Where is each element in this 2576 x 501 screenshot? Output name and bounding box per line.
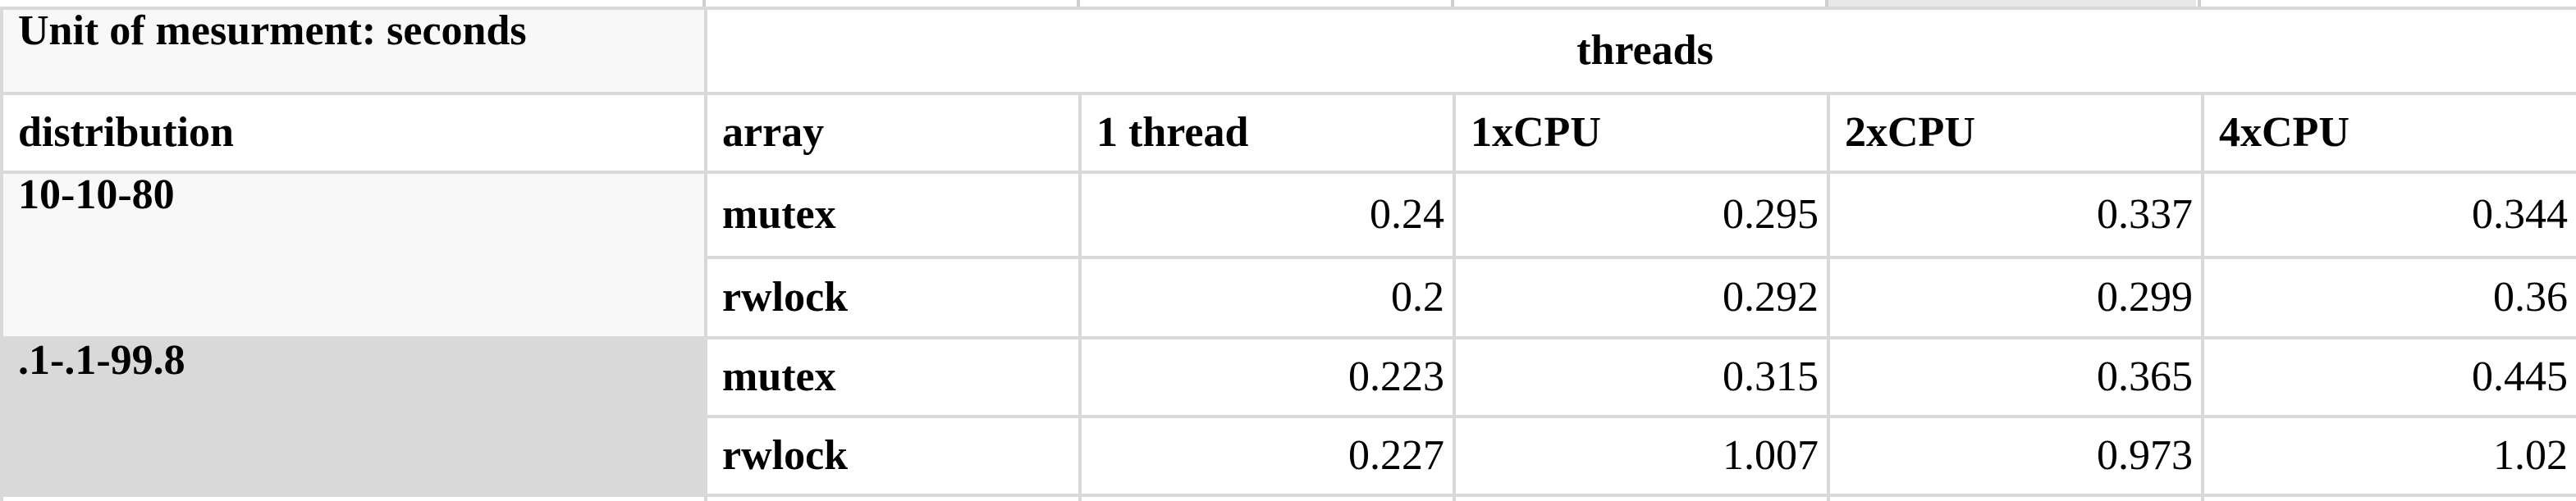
grid-line <box>702 0 706 10</box>
empty-cell[interactable] <box>1078 494 1456 501</box>
value-cell[interactable]: 0.344 <box>2200 171 2576 259</box>
value-cell[interactable]: 0.223 <box>1078 336 1456 418</box>
value-cell[interactable]: 0.365 <box>1827 336 2204 418</box>
cell-highlight <box>1827 0 2196 10</box>
value-cell[interactable]: 0.973 <box>1827 415 2204 497</box>
next-row-strip <box>0 494 2576 501</box>
results-table: Unit of mesurment: seconds threads distr… <box>0 7 2576 501</box>
threads-group-header[interactable]: threads <box>703 7 2576 95</box>
array-cell[interactable]: mutex <box>704 336 1082 418</box>
unit-label-cell[interactable]: Unit of mesurment: seconds <box>0 7 707 95</box>
value-cell[interactable]: 0.295 <box>1453 171 1830 259</box>
empty-cell[interactable] <box>1827 494 2204 501</box>
array-header-cell[interactable]: array <box>704 92 1082 174</box>
value-cell[interactable]: 0.299 <box>1827 256 2204 339</box>
column-header-row: distribution array 1 thread 1xCPU 2xCPU … <box>0 92 2576 174</box>
value-cell[interactable]: 0.337 <box>1827 171 2204 259</box>
distribution-cell[interactable]: 10-10-80 <box>0 171 707 339</box>
value-cell[interactable]: 0.445 <box>2200 336 2576 418</box>
distribution-header-cell[interactable]: distribution <box>0 92 707 174</box>
value-cell[interactable]: 0.292 <box>1453 256 1830 339</box>
empty-cell[interactable] <box>704 494 1082 501</box>
one-thread-header-cell[interactable]: 1 thread <box>1078 92 1456 174</box>
value-cell[interactable]: 0.227 <box>1078 415 1456 497</box>
empty-cell[interactable] <box>2200 494 2576 501</box>
empty-cell[interactable] <box>1453 494 1830 501</box>
value-cell[interactable]: 0.36 <box>2200 256 2576 339</box>
grid-line <box>1077 0 1080 10</box>
array-cell[interactable]: rwlock <box>704 415 1082 497</box>
table-row: 10-10-80 mutex 0.24 0.295 0.337 0.344 <box>0 171 2576 339</box>
table-row: .1-.1-99.8 mutex 0.223 0.315 0.365 0.445 <box>0 336 2576 497</box>
value-cell[interactable]: 1.02 <box>2200 415 2576 497</box>
empty-cell[interactable] <box>0 494 707 501</box>
value-cell[interactable]: 0.315 <box>1453 336 1830 418</box>
table-row: rwlock 0.227 1.007 0.973 1.02 <box>2 415 2576 497</box>
value-cell[interactable]: 0.2 <box>1078 256 1456 339</box>
1xcpu-header-cell[interactable]: 1xCPU <box>1453 92 1830 174</box>
grid-line <box>2198 0 2201 10</box>
value-cell[interactable]: 1.007 <box>1453 415 1830 497</box>
value-cell[interactable]: 0.24 <box>1078 171 1456 259</box>
distribution-cell-selected[interactable]: .1-.1-99.8 <box>0 336 707 497</box>
table-row: rwlock 0.2 0.292 0.299 0.36 <box>2 256 2576 339</box>
2xcpu-header-cell[interactable]: 2xCPU <box>1827 92 2204 174</box>
grid-line <box>1825 0 1828 10</box>
header-row: Unit of mesurment: seconds threads <box>0 7 2576 95</box>
array-cell[interactable]: rwlock <box>704 256 1082 339</box>
4xcpu-header-cell[interactable]: 4xCPU <box>2200 92 2576 174</box>
grid-line <box>1451 0 1454 10</box>
array-cell[interactable]: mutex <box>704 171 1082 259</box>
